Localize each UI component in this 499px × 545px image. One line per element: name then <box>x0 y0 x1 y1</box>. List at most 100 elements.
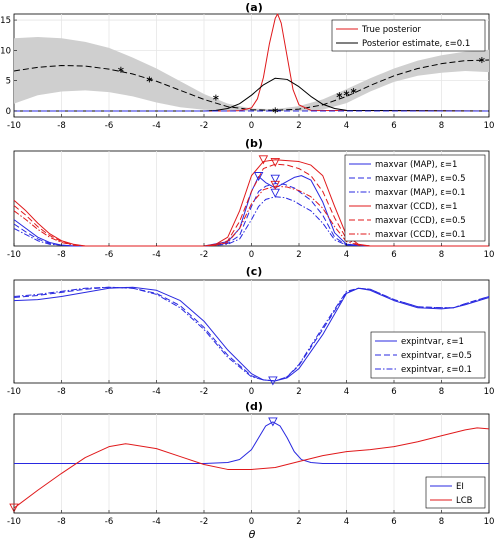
panel-a-series-0 <box>13 59 490 111</box>
panel-b-series-2 <box>13 196 489 247</box>
panel-c-ticks: -10 -8 -6 -4 -2 0 2 4 6 8 10 <box>7 380 494 397</box>
panel-a-title: (a) <box>245 1 262 14</box>
panel-a-band <box>14 37 489 111</box>
panel-a-x-tick-label: -10 <box>7 121 21 131</box>
panel-b-series-1-max-marker <box>270 174 280 184</box>
panel-b-x-tick-label: -6 <box>105 250 113 260</box>
panel-a-x-tick-label: 6 <box>391 121 396 131</box>
panel-d-x-tick-label: -2 <box>200 517 208 527</box>
panel-b-series-3 <box>13 159 489 247</box>
panel-d-x-tick-label: 6 <box>391 517 396 527</box>
panel-d-x-tick-label: 4 <box>344 517 349 527</box>
panel-c-x-tick-label: 6 <box>391 387 396 397</box>
panel-c-series-2 <box>13 286 490 382</box>
panel-c-legend-label-1: expintvar, ε=0.5 <box>401 351 472 361</box>
panel-d-x-tick-label: 8 <box>439 517 444 527</box>
panel-b-series <box>13 159 489 247</box>
panel-b-x-tick-label: -8 <box>57 250 65 260</box>
panel-b-x-tick-label: 6 <box>391 250 396 260</box>
panel-b-markers <box>253 155 280 198</box>
panel-b-legend: maxvar (MAP), ε=1 maxvar (MAP), ε=0.5 ma… <box>344 154 486 242</box>
panel-b-series-4-max-marker <box>270 157 280 168</box>
panel-d-legend: EI LCB <box>425 476 486 509</box>
panel-a-y-tick-label: 10 <box>0 46 11 56</box>
panel-d-x-tick-label: -4 <box>152 517 160 527</box>
panel-c-legend-label-0: expintvar, ε=1 <box>401 337 464 347</box>
panel-c-legend: expintvar, ε=1 expintvar, ε=0.5 expintva… <box>370 331 486 379</box>
panel-a-series-2 <box>14 77 490 112</box>
panel-c-x-tick-label: 8 <box>439 387 444 397</box>
panel-c-x-tick-label: -4 <box>152 387 160 397</box>
panel-a-evaluation-point <box>336 92 343 99</box>
panel-a-uncertainty-band <box>14 37 489 111</box>
panel-b-series-4 <box>13 163 489 247</box>
panel-d-series-1 <box>13 427 490 509</box>
panel-d: (d) -10 -8 -6 -4 -2 0 2 4 6 8 10 EI LCB θ <box>7 400 494 541</box>
panel-a-evaluation-point-stroke-2 <box>213 95 219 100</box>
panel-a-series-1 <box>14 13 490 112</box>
panel-b-ticks: -10 -8 -6 -4 -2 0 2 4 6 8 10 <box>7 243 494 260</box>
panel-a-evaluation-point <box>118 66 124 73</box>
panel-a-x-tick-label: -2 <box>200 121 208 131</box>
panel-b-x-tick-label: -4 <box>152 250 160 260</box>
panel-c-markers <box>268 376 278 386</box>
panel-b-series-2-max-marker <box>270 188 280 198</box>
panel-b-x-tick-label: 8 <box>439 250 444 260</box>
panel-a-markers <box>118 57 485 114</box>
panel-b-x-tick-label: 2 <box>296 250 301 260</box>
panel-c-x-tick-label: 2 <box>296 387 301 397</box>
panel-a-evaluation-point-stroke-2 <box>350 89 357 93</box>
panel-c-x-tick-label: -2 <box>200 387 208 397</box>
panel-a-evaluation-point-stroke-2 <box>336 93 343 98</box>
panel-b-series-5 <box>13 185 489 247</box>
panel-d-series-0 <box>14 421 489 464</box>
panel-d-series <box>13 421 490 509</box>
panel-a-x-tick-label: 8 <box>439 121 444 131</box>
panel-a-evaluation-point <box>146 76 153 83</box>
panel-a-y-tick-label: 0 <box>6 107 11 117</box>
panel-b-legend-label-2: maxvar (MAP), ε=0.1 <box>375 188 466 198</box>
panel-b-series-5-max-marker <box>270 180 280 190</box>
x-axis-label: θ <box>249 528 256 541</box>
panel-c-x-tick-label: -10 <box>7 387 21 397</box>
panel-b: (b) -10 -8 -6 -4 -2 0 2 4 6 8 10 maxvar (MAP), ε=1… <box>7 137 494 260</box>
panel-a-evaluation-point-stroke-2 <box>479 58 485 62</box>
panel-a-legend-label-0: True posterior <box>361 25 421 35</box>
panel-a: (a) -10 -8 -6 -4 -2 0 2 4 6 8 10 0 5 10 15 True poster… <box>0 1 494 131</box>
panel-a-legend-box <box>331 19 486 52</box>
panel-a-y-tick-label: 15 <box>0 16 11 26</box>
panel-b-series-0-max-marker <box>253 172 264 182</box>
panel-c-x-tick-label: -8 <box>57 387 65 397</box>
panel-d-x-tick-label: 2 <box>296 517 301 527</box>
panel-a-y-tick-label: 5 <box>6 77 11 87</box>
panel-a-evaluation-point <box>479 57 485 64</box>
panel-a-evaluation-point <box>343 90 350 97</box>
panel-d-legend-box <box>425 476 486 509</box>
panel-b-x-tick-label: 0 <box>249 250 254 260</box>
panel-a-x-tick-label: 2 <box>296 121 301 131</box>
panel-b-x-tick-label: -2 <box>200 250 208 260</box>
panel-a-legend-label-1: Posterior estimate, ε=0.1 <box>362 39 470 49</box>
panel-a-evaluation-point <box>350 87 357 94</box>
panel-d-x-tick-label: -8 <box>57 517 65 527</box>
panel-c-x-tick-label: 4 <box>344 387 349 397</box>
panel-c-title: (c) <box>246 265 263 278</box>
panel-a-x-tick-label: 10 <box>484 121 495 131</box>
panel-d-x-tick-label: -6 <box>105 517 113 527</box>
panel-a-x-tick-label: -4 <box>152 121 160 131</box>
panel-a-x-tick-label: 4 <box>344 121 349 131</box>
panel-b-legend-label-1: maxvar (MAP), ε=0.5 <box>375 174 466 184</box>
panel-c-x-tick-label: 10 <box>484 387 495 397</box>
panel-b-x-tick-label: 10 <box>484 250 495 260</box>
panel-c-marker-0 <box>268 376 278 386</box>
panel-a-x-tick-label: -8 <box>57 121 65 131</box>
panel-a-x-tick-label: 0 <box>249 121 254 131</box>
panel-a-evaluation-point <box>272 107 279 114</box>
panel-a-evaluation-point-stroke-2 <box>118 67 124 72</box>
panel-a-evaluation-point-stroke-2 <box>343 91 350 96</box>
panel-d-title: (d) <box>245 400 263 413</box>
panel-b-title: (b) <box>245 137 263 150</box>
panel-d-markers <box>9 417 278 513</box>
panel-a-series <box>13 13 490 112</box>
